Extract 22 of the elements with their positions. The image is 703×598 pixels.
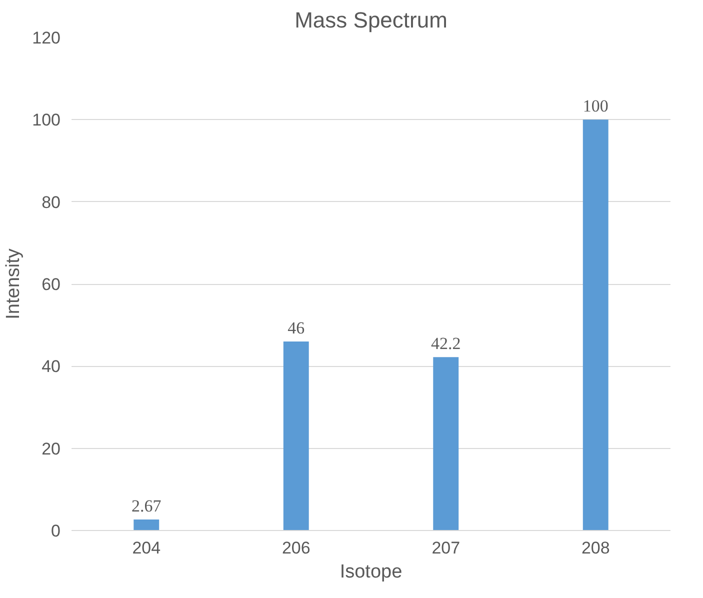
x-tick-label: 206	[282, 538, 310, 558]
y-tick-label: 120	[32, 28, 61, 48]
data-label: 42.2	[431, 334, 461, 354]
x-tick-label: 207	[432, 538, 460, 558]
y-axis-title: Intensity	[3, 248, 24, 320]
bar	[134, 520, 160, 530]
x-tick-label: 204	[132, 538, 161, 558]
y-tick-label: 80	[42, 192, 61, 212]
y-tick-label: 60	[42, 275, 61, 294]
bar	[433, 357, 459, 530]
data-label: 2.67	[132, 496, 162, 516]
bar	[582, 120, 608, 530]
bar	[283, 342, 309, 530]
x-axis-title: Isotope	[340, 562, 402, 582]
data-label: 46	[288, 318, 305, 338]
data-label: 100	[582, 96, 608, 116]
y-tick-label: 0	[51, 522, 61, 540]
y-tick-label: 40	[42, 357, 61, 376]
y-tick-label: 20	[42, 439, 61, 458]
x-tick-label: 208	[581, 538, 610, 558]
chart-title: Mass Spectrum	[294, 8, 448, 32]
y-tick-label: 100	[32, 110, 61, 130]
